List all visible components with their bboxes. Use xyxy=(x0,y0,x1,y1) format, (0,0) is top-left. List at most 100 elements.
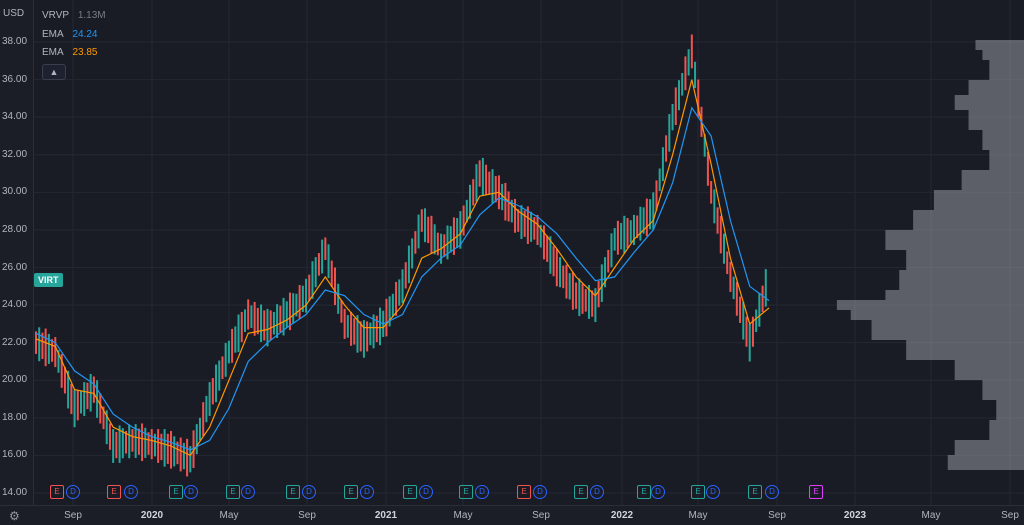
candle xyxy=(333,267,336,306)
volume-profile-bar xyxy=(982,50,1024,60)
dividend-icon[interactable]: D xyxy=(360,485,374,499)
price-axis[interactable]: USD 38.00 36.00 34.00 32.00 30.00 28.00 26.00 2… xyxy=(0,0,34,524)
earnings-icon[interactable]: E xyxy=(517,485,531,499)
earnings-icon[interactable]: E xyxy=(809,485,823,499)
candle xyxy=(211,378,214,405)
candle xyxy=(340,300,343,323)
chart-pane[interactable] xyxy=(34,0,1024,505)
candle xyxy=(587,285,590,319)
candle xyxy=(674,87,677,125)
candle xyxy=(279,305,282,333)
candle xyxy=(533,217,536,240)
candle xyxy=(134,424,137,458)
dividend-icon[interactable]: D xyxy=(124,485,138,499)
candle xyxy=(690,34,693,69)
candle xyxy=(125,430,128,454)
currency-selector[interactable]: USD xyxy=(3,8,25,19)
candle xyxy=(131,429,134,452)
candle xyxy=(600,264,603,302)
earnings-icon[interactable]: E xyxy=(50,485,64,499)
candle xyxy=(739,296,742,323)
earnings-icon[interactable]: E xyxy=(691,485,705,499)
candle xyxy=(472,179,475,206)
candle xyxy=(465,199,468,223)
candle xyxy=(153,433,156,457)
candle xyxy=(626,218,629,249)
candle xyxy=(427,216,430,244)
candle xyxy=(256,307,259,335)
earnings-icon[interactable]: E xyxy=(226,485,240,499)
candle xyxy=(417,214,420,249)
legend-vrvp[interactable]: VRVP 1.13M xyxy=(42,10,106,21)
ema-line xyxy=(35,106,770,451)
candle xyxy=(189,446,192,473)
candle xyxy=(684,56,687,91)
candle xyxy=(272,311,275,335)
legend-ema-1[interactable]: EMA 24.24 xyxy=(42,29,97,40)
candle xyxy=(726,251,729,275)
candle xyxy=(176,441,179,465)
gear-icon[interactable]: ⚙ xyxy=(9,509,20,523)
candle xyxy=(63,367,66,394)
candle xyxy=(565,264,568,299)
candle xyxy=(526,206,529,245)
dividend-icon[interactable]: D xyxy=(302,485,316,499)
volume-profile-bar xyxy=(968,80,1024,95)
candle xyxy=(250,305,253,328)
dividend-icon[interactable]: D xyxy=(651,485,665,499)
dividend-icon[interactable]: D xyxy=(241,485,255,499)
candle xyxy=(742,301,745,340)
candle xyxy=(147,432,150,455)
earnings-icon[interactable]: E xyxy=(637,485,651,499)
earnings-icon[interactable]: E xyxy=(286,485,300,499)
candle xyxy=(694,61,697,89)
volume-profile-bar xyxy=(968,110,1024,130)
earnings-icon[interactable]: E xyxy=(169,485,183,499)
candle xyxy=(57,350,60,373)
candle xyxy=(755,309,758,333)
candle xyxy=(170,430,173,469)
candle xyxy=(629,220,632,243)
candle xyxy=(665,135,668,162)
symbol-price-tag: VIRT xyxy=(34,273,63,287)
dividend-icon[interactable]: D xyxy=(590,485,604,499)
dividend-icon[interactable]: D xyxy=(66,485,80,499)
earnings-icon[interactable]: E xyxy=(403,485,417,499)
candle xyxy=(530,211,533,242)
candle xyxy=(321,239,324,274)
volume-profile-bar xyxy=(954,95,1024,110)
collapse-legend-button[interactable]: ▲ xyxy=(42,64,66,80)
time-axis[interactable]: ⚙ Sep 2020 May Sep 2021 May Sep 2022 May Sep 2023 M… xyxy=(0,505,1024,525)
earnings-icon[interactable]: E xyxy=(344,485,358,499)
candle xyxy=(510,199,513,223)
candle xyxy=(115,431,118,459)
dividend-icon[interactable]: D xyxy=(419,485,433,499)
dividend-icon[interactable]: D xyxy=(475,485,489,499)
earnings-icon[interactable]: E xyxy=(748,485,762,499)
candle xyxy=(604,257,607,288)
volume-profile-bar xyxy=(885,290,1024,300)
price-chart[interactable] xyxy=(34,0,1024,505)
earnings-icon[interactable]: E xyxy=(574,485,588,499)
volume-profile-bar xyxy=(989,420,1024,440)
candle xyxy=(555,248,558,287)
candle xyxy=(706,151,709,186)
candle xyxy=(231,328,234,363)
dividend-icon[interactable]: D xyxy=(706,485,720,499)
earnings-icon[interactable]: E xyxy=(459,485,473,499)
earnings-icon[interactable]: E xyxy=(107,485,121,499)
candle xyxy=(369,322,372,346)
candle xyxy=(221,356,224,379)
candle xyxy=(276,304,279,338)
candle xyxy=(137,428,140,455)
candle xyxy=(317,253,320,276)
dividend-icon[interactable]: D xyxy=(533,485,547,499)
candle xyxy=(449,226,452,253)
candle xyxy=(613,228,616,251)
candle xyxy=(224,342,227,377)
legend-ema-1-label: EMA xyxy=(42,29,64,40)
legend-ema-2[interactable]: EMA 23.85 xyxy=(42,47,97,58)
candle xyxy=(568,273,571,300)
dividend-icon[interactable]: D xyxy=(184,485,198,499)
dividend-icon[interactable]: D xyxy=(765,485,779,499)
